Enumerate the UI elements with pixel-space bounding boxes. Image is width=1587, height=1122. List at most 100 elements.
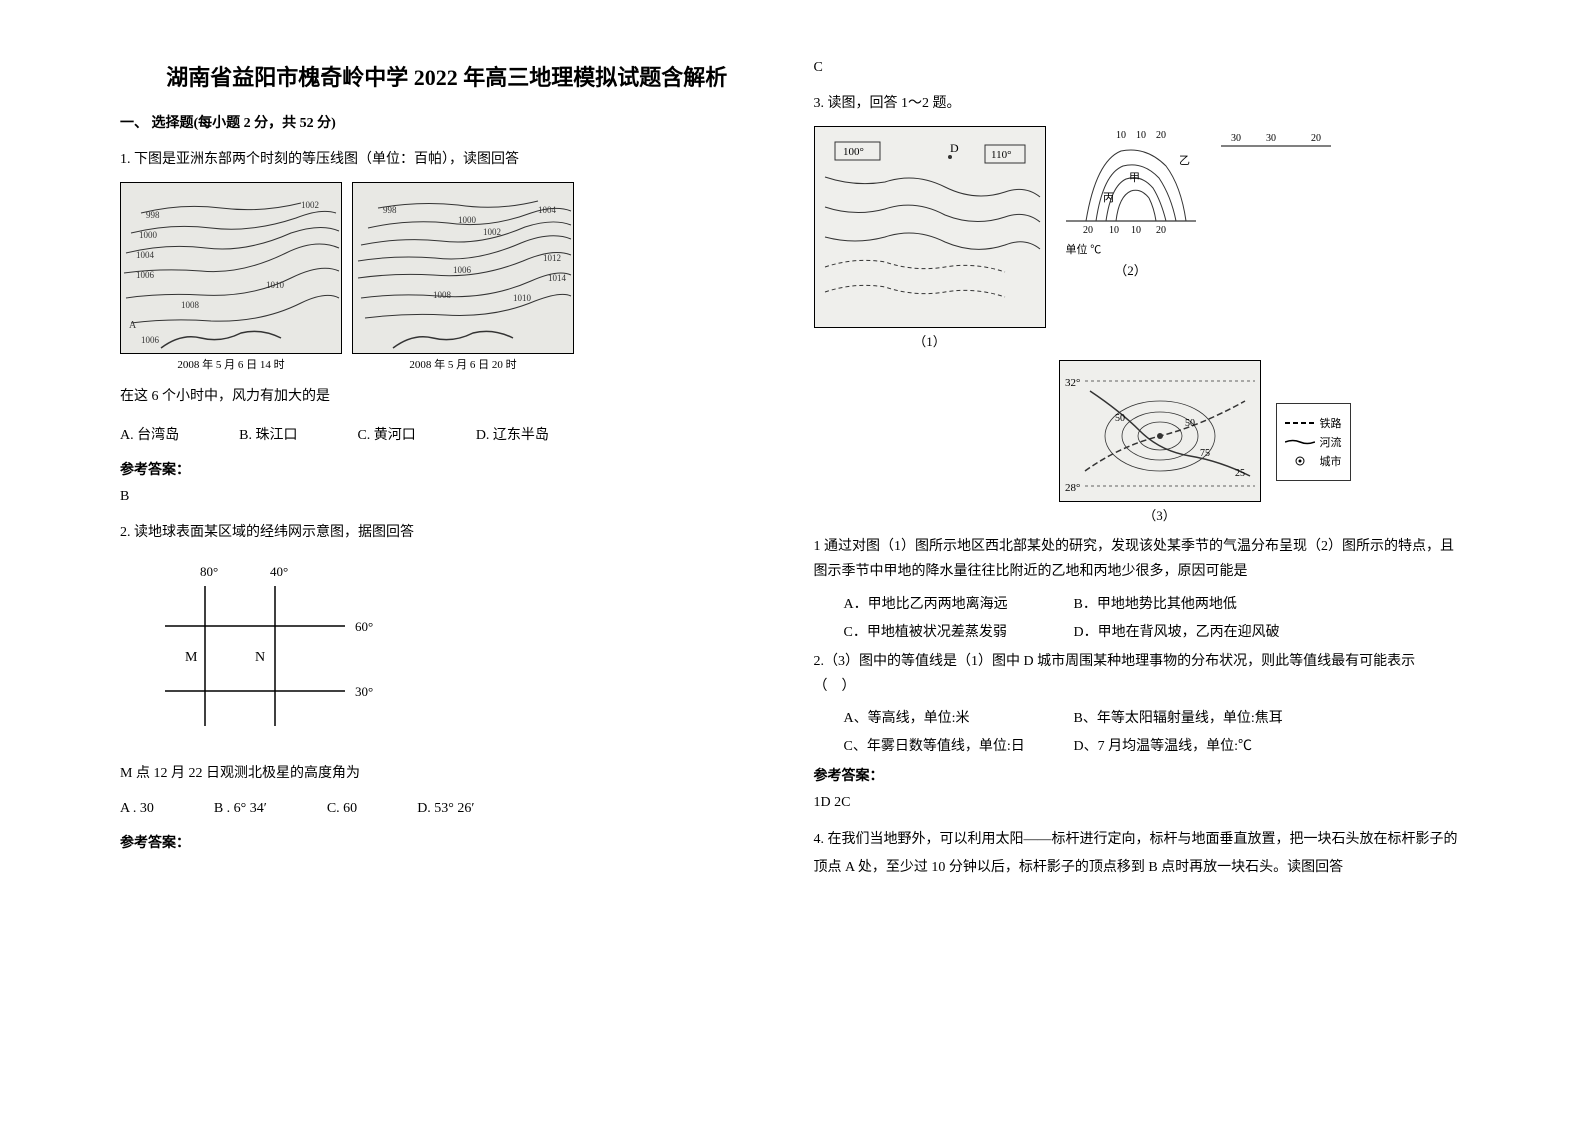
- svg-text:1010: 1010: [513, 293, 532, 303]
- q1-stem: 1. 下图是亚洲东部两个时刻的等压线图（单位：百帕），读图回答: [120, 147, 774, 172]
- q3-sub1-options-row1: A．甲地比乙丙两地离海远 B．甲地地势比其他两地低: [814, 593, 1468, 613]
- svg-text:1014: 1014: [548, 273, 567, 283]
- svg-text:甲: 甲: [1129, 172, 1140, 184]
- q3-fig1: 100° D 110°: [814, 126, 1046, 328]
- svg-text:20: 20: [1156, 225, 1166, 236]
- svg-text:1012: 1012: [543, 253, 561, 263]
- q3-sub2: 2.（3）图中的等值线是（1）图中 D 城市周围某种地理事物的分布状况，则此等值…: [814, 649, 1468, 699]
- q3-legend: 铁路 河流 城市: [1276, 403, 1351, 481]
- q1-option-d: D. 辽东半岛: [476, 424, 549, 444]
- svg-text:1008: 1008: [433, 290, 452, 300]
- q1-option-b: B. 珠江口: [239, 424, 297, 444]
- grid-lat1-label: 60°: [355, 619, 373, 634]
- q3-sub1-d: D．甲地在背风坡，乙丙在迎风破: [1074, 621, 1280, 641]
- svg-text:50: 50: [1115, 413, 1125, 424]
- svg-text:20: 20: [1083, 225, 1093, 236]
- svg-text:20: 20: [1156, 130, 1166, 141]
- q2-stem: 2. 读地球表面某区域的经纬网示意图，据图回答: [120, 520, 774, 545]
- q3-fig3-label: （3）: [1059, 505, 1261, 524]
- q3-figures-row2: 32° 28° 50 50 75 25: [814, 360, 1468, 524]
- svg-text:32°: 32°: [1065, 377, 1080, 389]
- q3-fig2-unit: 单位 ℃: [1066, 241, 1201, 257]
- grid-m-label: M: [185, 650, 198, 665]
- q2-answer-label: 参考答案：: [120, 832, 774, 852]
- grid-lon2-label: 40°: [270, 564, 288, 579]
- section-heading: 一、 选择题(每小题 2 分，共 52 分): [120, 112, 774, 132]
- grid-n-label: N: [255, 650, 265, 665]
- svg-text:75: 75: [1200, 448, 1210, 459]
- svg-text:1002: 1002: [301, 200, 319, 210]
- q1-map1-wrapper: 998 1000 1004 1006 1008 1010 1002 1006 A…: [120, 182, 342, 374]
- svg-text:丙: 丙: [1103, 192, 1114, 204]
- legend-city-label: 城市: [1320, 453, 1342, 469]
- q3-sub1-a: A．甲地比乙丙两地离海远: [844, 593, 1044, 613]
- q1-options: A. 台湾岛 B. 珠江口 C. 黄河口 D. 辽东半岛: [120, 424, 774, 444]
- q3-fig1-label: （1）: [814, 331, 1046, 350]
- q2-option-a: A . 30: [120, 801, 154, 817]
- grid-lon1-label: 80°: [200, 564, 218, 579]
- svg-text:1006: 1006: [141, 335, 160, 345]
- q1-figures: 998 1000 1004 1006 1008 1010 1002 1006 A…: [120, 182, 774, 374]
- q3-sub2-c: C、年雾日数等值线，单位:日: [844, 735, 1044, 755]
- q3-fig3-topticks: 30 30 20: [1216, 126, 1336, 161]
- q3-sub1-b: B．甲地地势比其他两地低: [1074, 593, 1274, 613]
- svg-text:25: 25: [1235, 468, 1245, 479]
- q3-sub2-a: A、等高线，单位:米: [844, 707, 1044, 727]
- q2-answer: C: [814, 60, 1468, 76]
- q3-sub2-d: D、7 月均温等温线，单位:℃: [1074, 735, 1274, 755]
- grid-lat2-label: 30°: [355, 684, 373, 699]
- q1-option-a: A. 台湾岛: [120, 424, 179, 444]
- legend-river: 河流: [1285, 434, 1342, 450]
- svg-text:1000: 1000: [139, 230, 158, 240]
- legend-river-label: 河流: [1320, 434, 1342, 450]
- legend-rail-label: 铁路: [1320, 415, 1342, 431]
- q3-sub1-c: C．甲地植被状况差蒸发弱: [844, 621, 1044, 641]
- svg-text:1004: 1004: [538, 205, 557, 215]
- q3-fig2-wrapper: 甲 乙 丙 10 10 20 20 10 10 20 单位 ℃ （2）: [1061, 126, 1201, 279]
- svg-text:10: 10: [1109, 225, 1119, 236]
- svg-text:110°: 110°: [991, 149, 1012, 161]
- q3-sub2-options-row2: C、年雾日数等值线，单位:日 D、7 月均温等温线，单位:℃: [814, 735, 1468, 755]
- svg-text:1002: 1002: [483, 227, 501, 237]
- q1-option-c: C. 黄河口: [357, 424, 415, 444]
- svg-text:28°: 28°: [1065, 482, 1080, 494]
- q1-map2-wrapper: 998 1000 1002 1004 1006 1008 1010 1012 1…: [352, 182, 574, 374]
- document-title: 湖南省益阳市槐奇岭中学 2022 年高三地理模拟试题含解析: [120, 60, 774, 92]
- svg-text:998: 998: [383, 205, 397, 215]
- svg-text:30: 30: [1266, 133, 1276, 144]
- q2-option-d: D. 53° 26′: [417, 801, 474, 817]
- svg-text:D: D: [950, 141, 959, 155]
- q3-figures-row1: 100° D 110° （1）: [814, 126, 1468, 350]
- q3-sub2-options-row1: A、等高线，单位:米 B、年等太阳辐射量线，单位:焦耳: [814, 707, 1468, 727]
- q3-stem: 3. 读图，回答 1～2 题。: [814, 91, 1468, 116]
- q2-option-c: C. 60: [327, 801, 357, 817]
- legend-rail: 铁路: [1285, 415, 1342, 431]
- q3-fig3: 32° 28° 50 50 75 25: [1059, 360, 1261, 502]
- left-column: 湖南省益阳市槐奇岭中学 2022 年高三地理模拟试题含解析 一、 选择题(每小题…: [100, 60, 794, 1062]
- q1-answer: B: [120, 489, 774, 505]
- svg-text:100°: 100°: [843, 146, 864, 158]
- svg-text:30: 30: [1231, 133, 1241, 144]
- right-column: C 3. 读图，回答 1～2 题。 100° D 110°: [794, 60, 1488, 1062]
- q2-options: A . 30 B . 6° 34′ C. 60 D. 53° 26′: [120, 801, 774, 817]
- q3-sub2-b: B、年等太阳辐射量线，单位:焦耳: [1074, 707, 1283, 727]
- svg-text:20: 20: [1311, 133, 1321, 144]
- q1-map1-caption: 2008 年 5 月 6 日 14 时: [120, 354, 342, 374]
- q3-fig2-label: （2）: [1061, 260, 1201, 279]
- q3-answer-label: 参考答案：: [814, 765, 1468, 785]
- svg-text:1006: 1006: [136, 270, 155, 280]
- q1-question: 在这 6 个小时中，风力有加大的是: [120, 384, 774, 409]
- svg-text:10: 10: [1131, 225, 1141, 236]
- q3-sub1-options-row2: C．甲地植被状况差蒸发弱 D．甲地在背风坡，乙丙在迎风破: [814, 621, 1468, 641]
- svg-text:998: 998: [146, 210, 160, 220]
- q1-answer-label: 参考答案：: [120, 459, 774, 479]
- q1-map2-caption: 2008 年 5 月 6 日 20 时: [352, 354, 574, 374]
- q3-fig3-wrapper: 32° 28° 50 50 75 25: [1059, 360, 1261, 524]
- q3-fig1-wrapper: 100° D 110° （1）: [814, 126, 1046, 350]
- q4-stem: 4. 在我们当地野外，可以利用太阳——标杆进行定向，标杆与地面垂直放置，把一块石…: [814, 826, 1468, 882]
- q1-map1: 998 1000 1004 1006 1008 1010 1002 1006 A: [120, 182, 342, 354]
- svg-text:10: 10: [1136, 130, 1146, 141]
- svg-text:50: 50: [1185, 418, 1195, 429]
- svg-text:1006: 1006: [453, 265, 472, 275]
- svg-text:1010: 1010: [266, 280, 285, 290]
